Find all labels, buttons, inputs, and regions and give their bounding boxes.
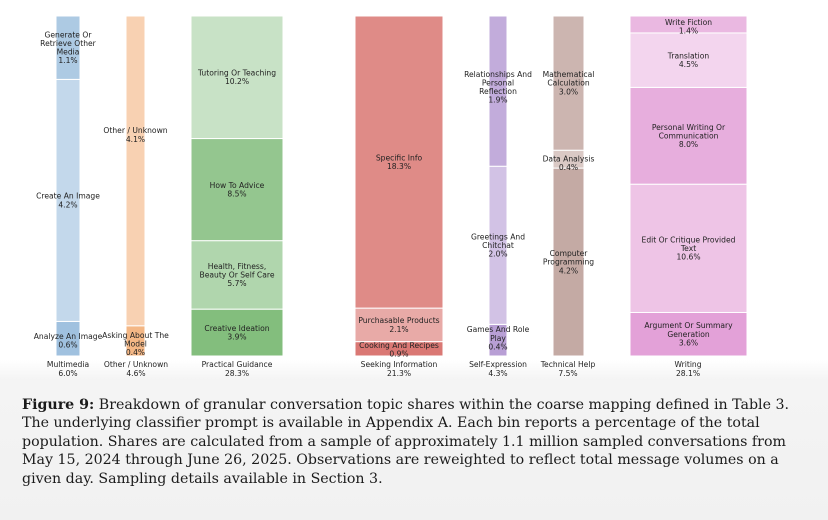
bar-segment-technical-help-mathematical-calculation — [552, 15, 585, 151]
topic-breakdown-chart: Analyze An Image 0.6% Create An Image 4.2% G… — [34, 15, 748, 378]
segment-label-writing-edit-or-critique-provided-text: Edit Or Critique Provided Text 10.6% — [642, 235, 736, 261]
segment-label-practical-guidance-tutoring-or-teaching: Tutoring Or Teaching 10.2% — [197, 69, 276, 87]
segment-label-technical-help-computer-programming: Computer Programming 4.2% — [543, 249, 594, 275]
bar-segment-practical-guidance-tutoring-or-teaching — [190, 15, 284, 140]
figure-caption: Figure 9: Breakdown of granular conversa… — [22, 396, 814, 488]
category-label-technical-help: Technical Help 7.5% — [540, 360, 596, 378]
segment-label-seeking-information-specific-info: Specific Info 18.3% — [376, 153, 423, 171]
category-label-seeking-information: Seeking Information 21.3% — [361, 360, 438, 378]
bar-segment-writing-write-fiction — [629, 15, 748, 34]
segment-label-practical-guidance-creative-ideation: Creative Ideation 3.9% — [204, 324, 269, 342]
segment-label-self-expression-relationships-and-personal-reflection: Relationships And Personal Reflection 1.9% — [464, 70, 532, 105]
segment-label-technical-help-data-analysis: Data Analysis 0.4% — [543, 155, 595, 173]
bar-segment-writing-translation — [629, 32, 748, 88]
bar-segment-practical-guidance-how-to-advice — [190, 138, 284, 242]
figure-label: Figure 9: — [22, 397, 95, 413]
figure-caption-text: Breakdown of granular conversation topic… — [22, 397, 790, 487]
bar-segment-multimedia-analyze-an-image — [55, 320, 81, 357]
bar-segment-multimedia-generate-or-retrieve-other-media — [55, 15, 81, 80]
segment-label-other-unknown-other-unknown: Other / Unknown 4.1% — [103, 126, 167, 144]
segment-label-seeking-information-purchasable-products: Purchasable Products 2.1% — [358, 316, 439, 334]
bar-segment-writing-edit-or-critique-provided-text — [629, 183, 748, 313]
segment-label-technical-help-mathematical-calculation: Mathematical Calculation 3.0% — [543, 70, 595, 96]
segment-label-self-expression-games-and-role-play: Games And Role Play 0.4% — [467, 325, 530, 351]
bar-segment-self-expression-relationships-and-personal-reflection — [488, 15, 508, 167]
segment-label-writing-argument-or-summary-generation: Argument Or Summary Generation 3.6% — [644, 321, 733, 347]
segment-label-practical-guidance-health-fitness-beauty-or-self-care: Health, Fitness, Beauty Or Self Care 5.7% — [199, 262, 274, 288]
bar-segment-technical-help-computer-programming — [552, 167, 585, 357]
category-label-other-unknown: Other / Unknown 4.6% — [104, 360, 168, 378]
category-label-writing: Writing 28.1% — [674, 360, 701, 378]
segment-label-multimedia-analyze-an-image: Analyze An Image 0.6% — [34, 332, 103, 350]
segment-label-writing-personal-writing-or-communication: Personal Writing Or Communication 8.0% — [652, 123, 726, 149]
segment-label-self-expression-greetings-and-chitchat: Greetings And Chitchat 2.0% — [471, 232, 525, 258]
bar-segment-practical-guidance-creative-ideation — [190, 308, 284, 357]
bar-segment-seeking-information-purchasable-products — [354, 307, 444, 343]
segment-label-writing-write-fiction: Write Fiction 1.4% — [665, 18, 712, 36]
segment-label-multimedia-create-an-image: Create An Image 4.2% — [36, 192, 100, 210]
bar-segment-writing-personal-writing-or-communication — [629, 86, 748, 185]
segment-label-practical-guidance-how-to-advice: How To Advice 8.5% — [210, 181, 265, 199]
category-label-multimedia: Multimedia 6.0% — [47, 360, 89, 378]
category-label-practical-guidance: Practical Guidance 28.3% — [202, 360, 273, 378]
bar-segment-multimedia-create-an-image — [55, 78, 81, 322]
category-label-self-expression: Self-Expression 4.3% — [469, 360, 527, 378]
segment-label-seeking-information-cooking-and-recipes: Cooking And Recipes 0.9% — [359, 341, 439, 359]
bar-segment-seeking-information-specific-info — [354, 15, 444, 309]
segment-label-other-unknown-asking-about-the-model: Asking About The Model 0.4% — [102, 331, 169, 357]
bar-segment-practical-guidance-health-fitness-beauty-or-self-care — [190, 240, 284, 310]
bar-segment-other-unknown-other-unknown — [125, 15, 146, 327]
segment-label-writing-translation: Translation 4.5% — [667, 52, 710, 70]
segment-label-multimedia-generate-or-retrieve-other-media: Generate Or Retrieve Other Media 1.1% — [40, 30, 97, 65]
